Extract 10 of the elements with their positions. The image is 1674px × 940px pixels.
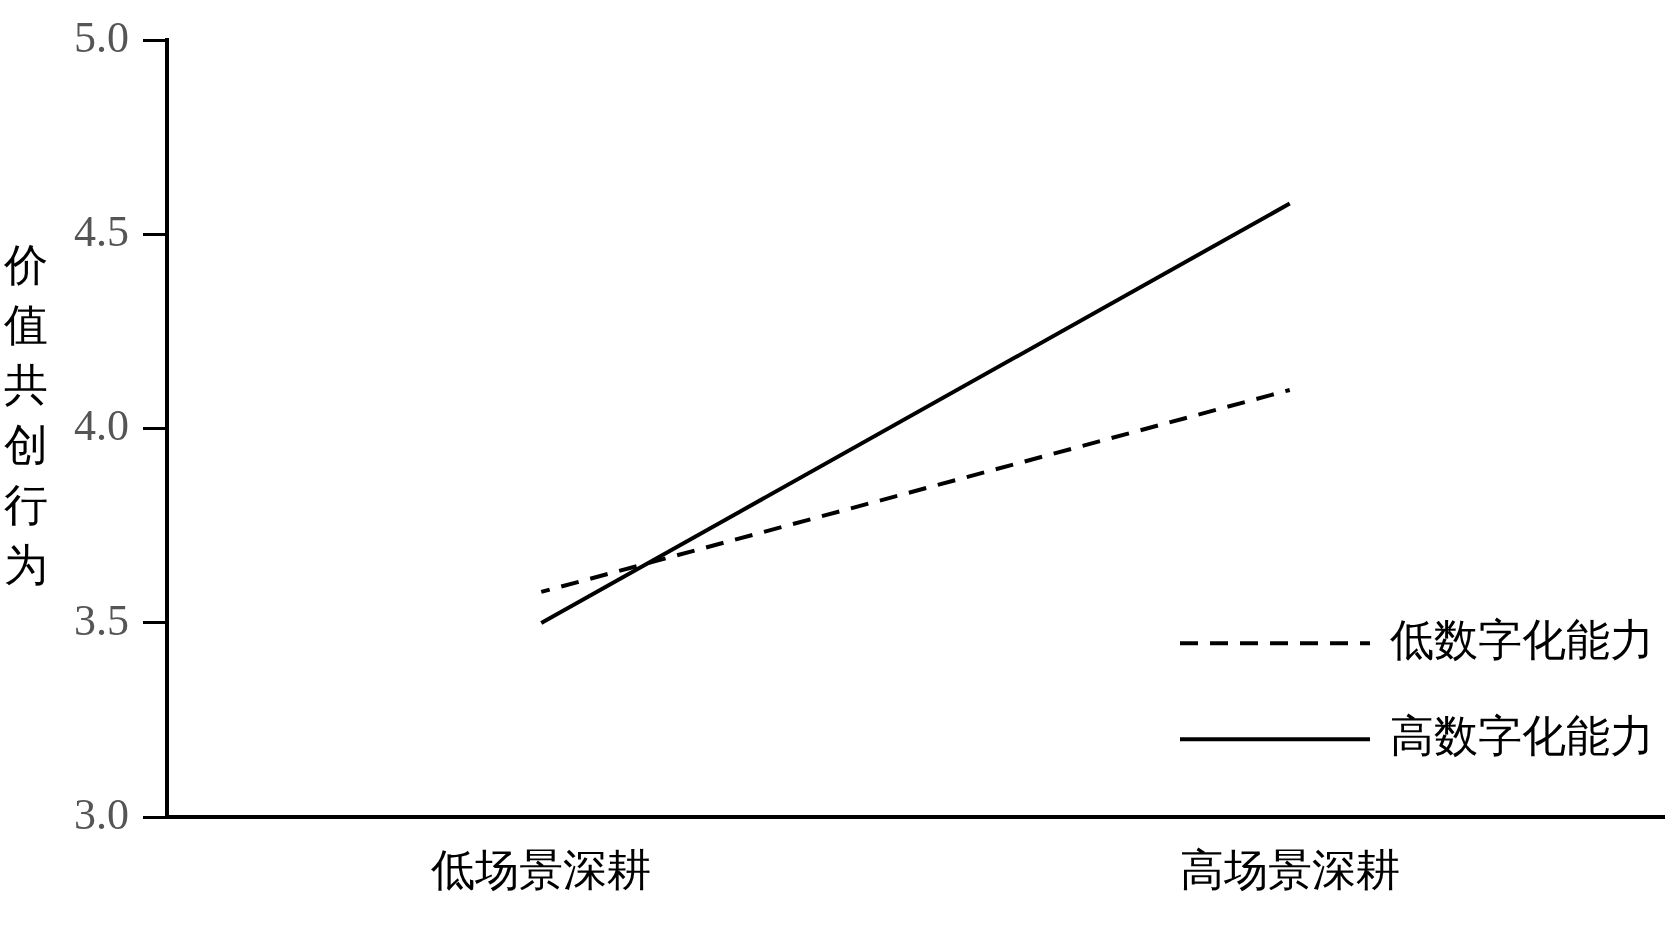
y-axis-title: 价值共创行为 bbox=[4, 238, 49, 592]
x-tick-label: 低场景深耕 bbox=[431, 844, 652, 896]
y-tick-label: 4.0 bbox=[74, 401, 129, 451]
y-tick-label: 4.5 bbox=[74, 207, 129, 257]
y-tick-label: 3.0 bbox=[74, 789, 129, 839]
y-tick-label: 5.0 bbox=[74, 12, 129, 62]
legend-label: 高数字化能力 bbox=[1390, 709, 1654, 761]
legend-label: 低数字化能力 bbox=[1390, 613, 1654, 665]
y-tick-label: 3.5 bbox=[74, 595, 129, 645]
x-tick-label: 高场景深耕 bbox=[1179, 844, 1400, 896]
